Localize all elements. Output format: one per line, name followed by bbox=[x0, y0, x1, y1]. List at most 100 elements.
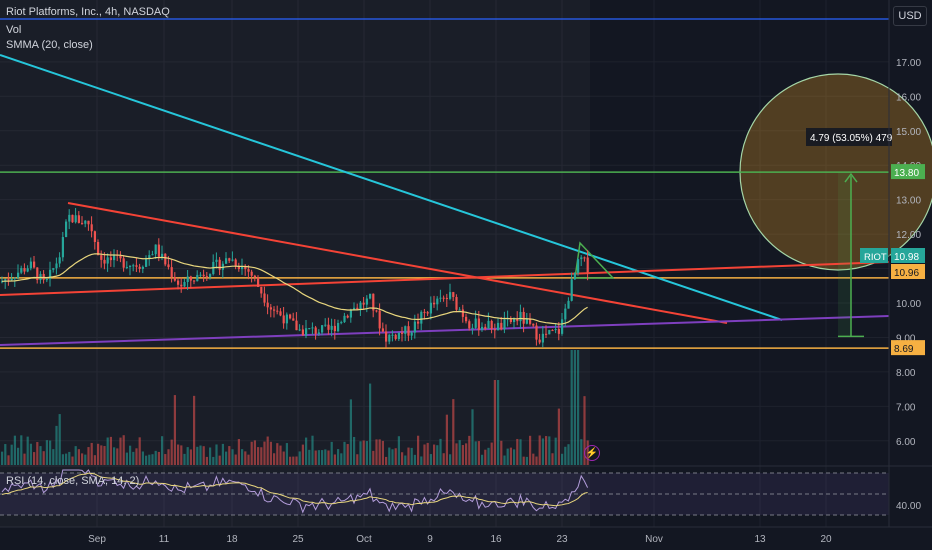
volume-bar bbox=[381, 440, 384, 465]
candle-body bbox=[346, 315, 349, 318]
volume-bar bbox=[148, 454, 151, 465]
volume-bar bbox=[298, 451, 301, 465]
candle-body bbox=[45, 279, 48, 281]
candle-body bbox=[580, 257, 583, 260]
volume-bar bbox=[87, 447, 90, 465]
volume-bar bbox=[449, 454, 452, 465]
volume-bar bbox=[116, 448, 119, 465]
volume-bar bbox=[353, 436, 356, 465]
grid-lines bbox=[0, 0, 889, 527]
volume-bar bbox=[151, 454, 154, 465]
volume-bar bbox=[273, 453, 276, 465]
price-tick-label: 6.00 bbox=[896, 437, 916, 448]
volume-bar bbox=[228, 446, 231, 465]
volume-bar bbox=[212, 456, 215, 465]
candle-body bbox=[49, 269, 52, 280]
volume-bar bbox=[324, 449, 327, 465]
volume-bar bbox=[113, 447, 116, 465]
volume-bar bbox=[202, 446, 205, 465]
candle-body bbox=[378, 310, 381, 329]
volume-bar bbox=[26, 436, 29, 465]
volume-bar bbox=[161, 436, 164, 465]
volume-bar bbox=[426, 442, 429, 465]
candle-body bbox=[525, 318, 528, 324]
candle-body bbox=[10, 278, 13, 281]
candle-body bbox=[493, 329, 496, 331]
candle-body bbox=[449, 292, 452, 299]
volume-bar bbox=[513, 449, 516, 465]
candle-body bbox=[397, 332, 400, 340]
volume-bar bbox=[77, 449, 80, 465]
price-label-text: 8.69 bbox=[894, 344, 914, 355]
candle-body bbox=[199, 274, 202, 276]
volume-bar bbox=[461, 445, 464, 465]
candle-body bbox=[519, 311, 522, 322]
volume-legend: Vol bbox=[6, 24, 22, 36]
volume-bar bbox=[173, 395, 176, 465]
candle-body bbox=[538, 339, 541, 343]
volume-bar bbox=[439, 438, 442, 465]
candle-body bbox=[567, 300, 570, 309]
volume-bar bbox=[125, 452, 128, 465]
volume-bar bbox=[362, 440, 365, 465]
candle-body bbox=[289, 314, 292, 319]
volume-bar bbox=[522, 456, 525, 465]
volume-bar bbox=[407, 447, 410, 465]
volume-bar bbox=[465, 443, 468, 465]
candle-body bbox=[257, 277, 260, 288]
volume-bar bbox=[557, 408, 560, 465]
volume-bar bbox=[375, 439, 378, 465]
volume-bar bbox=[157, 451, 160, 465]
candle-body bbox=[295, 320, 298, 331]
candle-body bbox=[554, 329, 557, 331]
volume-bar bbox=[497, 380, 500, 465]
volume-bar bbox=[484, 449, 487, 465]
symbol-tag-box bbox=[860, 248, 888, 263]
price-tick-label: 12.00 bbox=[896, 230, 921, 241]
candle-body bbox=[193, 280, 196, 282]
volume-bar bbox=[253, 440, 256, 465]
price-label-13.80: 13.80 bbox=[891, 164, 925, 180]
candle-body bbox=[151, 254, 154, 256]
candle-body bbox=[429, 302, 432, 314]
candle-body bbox=[564, 308, 567, 320]
volume-bar bbox=[49, 440, 52, 465]
candle-body bbox=[148, 255, 151, 259]
lightning-icon[interactable]: ⚡ bbox=[584, 445, 600, 461]
candle-body bbox=[487, 320, 490, 329]
price-label-10.96: 10.96 bbox=[891, 264, 925, 279]
candle-body bbox=[401, 332, 404, 334]
candle-body bbox=[273, 309, 276, 311]
candle-body bbox=[388, 334, 391, 342]
smma-legend: SMMA (20, close) bbox=[6, 39, 93, 51]
price-label-8.69: 8.69 bbox=[891, 340, 925, 356]
candle-body bbox=[196, 274, 199, 282]
candle-body bbox=[186, 276, 189, 283]
candle-body bbox=[71, 214, 74, 223]
candle-body bbox=[474, 318, 477, 328]
candle-body bbox=[141, 266, 144, 269]
currency-button[interactable]: USD bbox=[893, 6, 927, 26]
volume-bar bbox=[215, 444, 218, 465]
candle-body bbox=[4, 279, 7, 282]
candle-body bbox=[17, 272, 20, 278]
price-tick-label: 15.00 bbox=[896, 127, 921, 138]
price-label-box bbox=[891, 164, 925, 180]
volume-bar bbox=[583, 396, 586, 465]
volume-bar bbox=[279, 445, 282, 465]
volume-bar bbox=[503, 455, 506, 465]
candle-body bbox=[189, 276, 192, 281]
volume-bar bbox=[321, 450, 324, 465]
candle-body bbox=[84, 220, 87, 224]
candle-body bbox=[557, 329, 560, 334]
candle-body bbox=[586, 257, 589, 273]
measure-label: 4.79 (53.05%) 479 bbox=[810, 133, 893, 144]
volume-bar bbox=[337, 449, 340, 465]
volume-bar bbox=[71, 456, 74, 465]
candle-body bbox=[61, 237, 64, 258]
volume-bar bbox=[554, 437, 557, 465]
rsi-tick-label: 40.00 bbox=[896, 501, 921, 512]
volume-bar bbox=[237, 439, 240, 465]
volume-bar bbox=[442, 453, 445, 465]
